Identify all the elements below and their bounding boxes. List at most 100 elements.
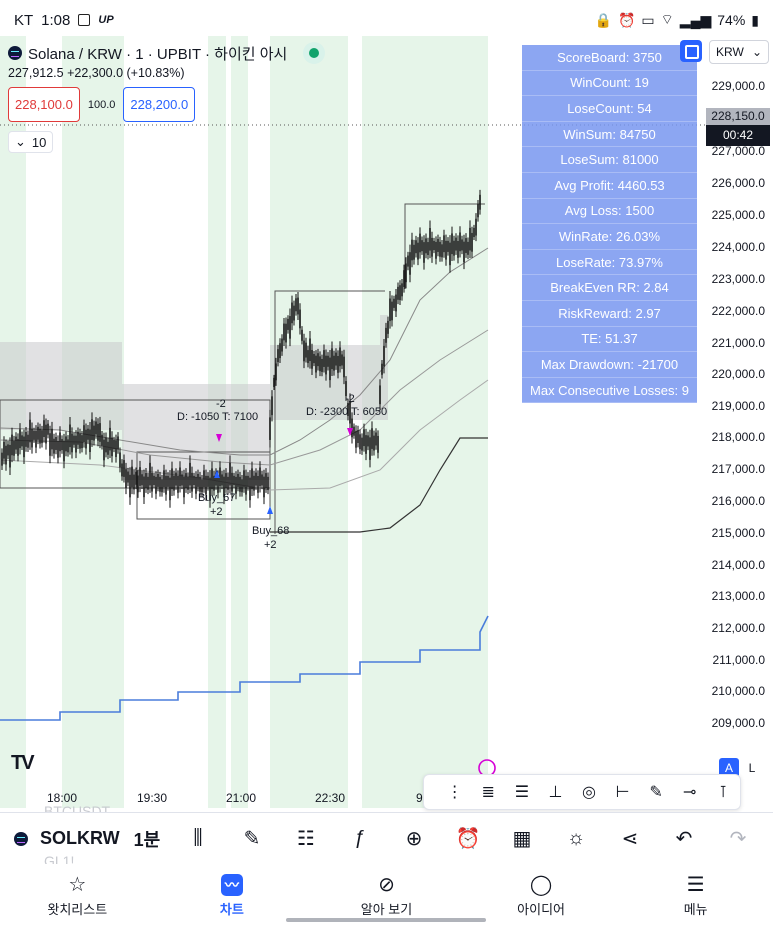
candle-body [259, 467, 261, 487]
candle-body [391, 301, 393, 321]
candle-body [121, 463, 123, 477]
alarm-icon[interactable]: ⏰ [455, 828, 481, 850]
candle-body [91, 419, 93, 440]
candle-body [401, 283, 403, 297]
candle-body [7, 444, 9, 456]
brush-icon[interactable]: ✎ [649, 784, 663, 801]
candle-body [267, 476, 269, 490]
candle-body [171, 468, 173, 490]
candle-body [39, 428, 41, 444]
candle-body [455, 237, 457, 251]
candle-body [11, 434, 13, 456]
candle-body [209, 477, 211, 501]
candle-body [69, 424, 71, 448]
candle-body [383, 345, 385, 367]
bottom-navigation: ☆ 왓치리스트 〰 차트 ⊘ 알아 보기 ◯ 아이디어 ☰ 메뉴 [0, 864, 773, 928]
chart-canvas[interactable] [0, 36, 773, 808]
vertical-line-icon[interactable]: ⊺ [718, 784, 728, 801]
auto-scale-button[interactable]: A [719, 758, 739, 778]
candle-body [127, 471, 129, 483]
circle-tool-icon[interactable]: ◎ [581, 784, 596, 801]
sell-button[interactable]: 228,100.0 [8, 87, 80, 122]
nav-ideas-label: 아이디어 [517, 902, 565, 917]
nav-explore[interactable]: ⊘ 알아 보기 [309, 864, 464, 928]
candle-body [213, 475, 215, 491]
candle-body [369, 437, 371, 460]
idea-bulb-icon[interactable]: ☼ [566, 827, 586, 849]
drag-handle-icon[interactable]: ⋮ [446, 784, 463, 801]
candle-body [47, 423, 49, 435]
candle-body [479, 194, 481, 210]
timeframe-selector[interactable]: 1분 [133, 829, 161, 850]
nav-watchlist-label: 왓치리스트 [47, 902, 108, 917]
date-range-icon[interactable]: ⊢ [615, 784, 630, 801]
drawing-pen-icon[interactable]: ✎ [243, 828, 261, 850]
buy68-label: Buy_68 [252, 525, 290, 537]
share-icon[interactable]: ⋖ [621, 828, 639, 850]
nav-ideas[interactable]: ◯ 아이디어 [464, 864, 619, 928]
candle-body [323, 350, 325, 367]
bid-ask-panel: 228,100.0 100.0 228,200.0 [8, 87, 196, 122]
price-tick-label: 216,000.0 [711, 494, 765, 508]
candle-body [289, 316, 291, 339]
parallel-channel-icon[interactable]: ≣ [481, 784, 496, 801]
candle-body [3, 441, 5, 459]
add-icon[interactable]: ⊕ [405, 828, 423, 850]
trade1-target: -2 [216, 398, 226, 410]
indicators-icon[interactable]: ƒ [354, 827, 366, 849]
candle-body [89, 429, 91, 453]
candle-body [247, 475, 249, 487]
candle-body [23, 436, 25, 458]
fullscreen-button[interactable] [680, 40, 702, 62]
candle-body [95, 421, 97, 435]
candle-body [251, 468, 253, 490]
candle-body [285, 323, 287, 343]
signal-icon: ▂▄▆ [679, 11, 712, 28]
chart-type-icon[interactable]: ⫼ [193, 827, 203, 849]
candle-body [41, 430, 43, 444]
candle-body [343, 356, 345, 378]
scoreboard-row: LoseSum: 81000 [522, 147, 697, 173]
sell-marker [216, 434, 222, 442]
candle-body [319, 356, 321, 372]
candle-body [239, 476, 241, 492]
chart-legend[interactable]: Solana / KRW · 1 · UPBIT · 하이킨 아시 [8, 42, 326, 64]
nav-watchlist[interactable]: ☆ 왓치리스트 [0, 864, 155, 928]
candle-body [375, 432, 377, 446]
buy-button[interactable]: 228,200.0 [123, 87, 196, 122]
candle-body [465, 238, 467, 253]
log-scale-button[interactable]: L [748, 761, 756, 775]
objects-list-icon[interactable]: ☷ [297, 828, 315, 850]
trade-box [404, 203, 485, 289]
candle-body [475, 218, 477, 236]
indicators-toggle[interactable]: ⌄ 10 [8, 131, 54, 153]
price-chart[interactable] [0, 36, 773, 808]
nav-menu[interactable]: ☰ 메뉴 [618, 864, 773, 928]
undo-icon[interactable]: ↶ [675, 828, 693, 850]
candle-body [219, 467, 221, 487]
candle-body [325, 355, 327, 375]
candle-body [87, 428, 89, 440]
anchored-vwap-icon[interactable]: ⊥ [548, 784, 563, 801]
layouts-icon[interactable]: ▦ [512, 828, 532, 850]
candle-body [377, 435, 379, 453]
candle-body [423, 242, 425, 263]
symbol-name[interactable]: SOLKRW [40, 828, 120, 848]
candle-body [27, 434, 29, 448]
nav-chart[interactable]: 〰 차트 [155, 864, 310, 928]
candle-body [437, 238, 439, 252]
price-tick-label: 222,000.0 [711, 304, 765, 318]
candle-body [159, 476, 161, 492]
redo-icon[interactable]: ↷ [729, 828, 747, 850]
horizontal-ray-icon[interactable]: ⊸ [682, 784, 697, 801]
regression-trend-icon[interactable]: ☰ [514, 784, 530, 801]
candle-body [161, 479, 163, 493]
tradingview-logo[interactable]: TV [11, 752, 35, 774]
price-tick-label: 220,000.0 [711, 367, 765, 381]
buy67-label: Buy_67 [198, 492, 236, 504]
candle-body [63, 440, 65, 462]
scoreboard-row: Max Drawdown: -21700 [522, 352, 697, 378]
currency-select[interactable]: KRW ⌄ [709, 40, 769, 64]
candle-body [349, 400, 351, 424]
candle-body [113, 439, 115, 450]
